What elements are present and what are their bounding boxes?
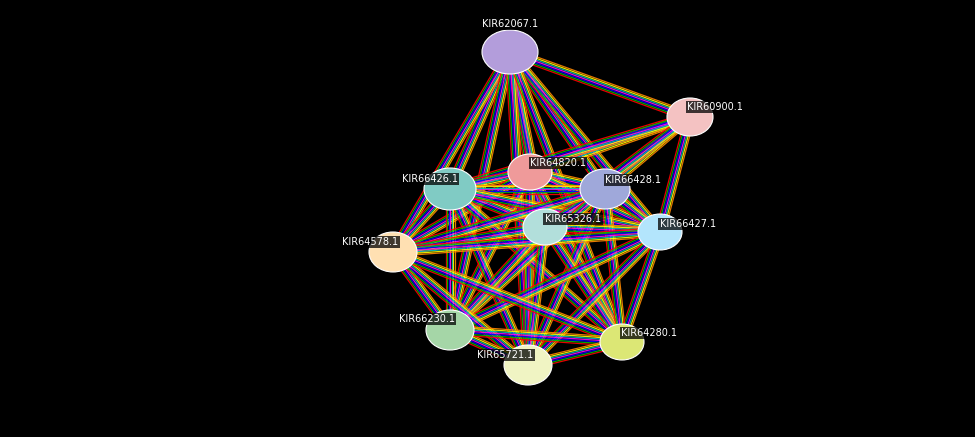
- Ellipse shape: [508, 154, 552, 190]
- Text: KIR62067.1: KIR62067.1: [482, 19, 538, 29]
- Ellipse shape: [638, 214, 682, 250]
- Ellipse shape: [523, 209, 567, 245]
- Text: KIR66230.1: KIR66230.1: [399, 314, 455, 324]
- Ellipse shape: [504, 345, 552, 385]
- Text: KIR65326.1: KIR65326.1: [545, 214, 601, 224]
- Text: KIR65721.1: KIR65721.1: [477, 350, 533, 360]
- Ellipse shape: [426, 310, 474, 350]
- Text: KIR66426.1: KIR66426.1: [402, 174, 458, 184]
- Ellipse shape: [482, 30, 538, 74]
- Ellipse shape: [580, 169, 630, 209]
- Ellipse shape: [600, 324, 644, 360]
- Text: KIR60900.1: KIR60900.1: [687, 102, 743, 112]
- Text: KIR64280.1: KIR64280.1: [621, 328, 677, 338]
- Ellipse shape: [667, 98, 713, 136]
- Ellipse shape: [369, 232, 417, 272]
- Ellipse shape: [424, 168, 476, 210]
- Text: KIR64578.1: KIR64578.1: [342, 237, 398, 247]
- Text: KIR66427.1: KIR66427.1: [660, 219, 716, 229]
- Text: KIR64820.1: KIR64820.1: [530, 158, 586, 168]
- Text: KIR66428.1: KIR66428.1: [605, 175, 661, 185]
